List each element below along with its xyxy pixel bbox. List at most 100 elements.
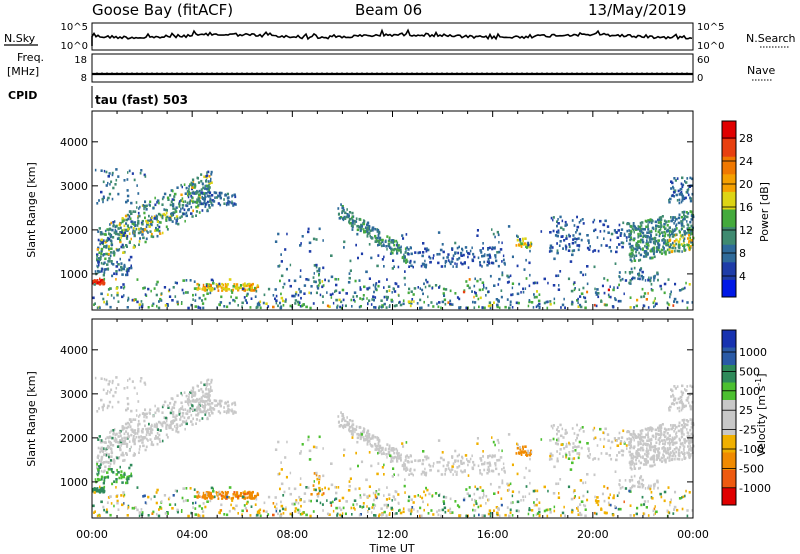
velocity-cell bbox=[626, 430, 629, 434]
power-cell bbox=[137, 211, 140, 215]
velocity-cell bbox=[111, 379, 114, 383]
power-cell bbox=[355, 217, 358, 220]
velocity-cell bbox=[366, 431, 369, 435]
velocity-cell bbox=[649, 427, 653, 431]
power-cell bbox=[193, 186, 196, 189]
power-cell bbox=[624, 271, 627, 274]
velocity-cell bbox=[102, 388, 105, 392]
power-cell bbox=[659, 232, 661, 235]
power-cell bbox=[145, 204, 148, 208]
power-cell bbox=[432, 254, 435, 257]
power-cell bbox=[97, 246, 100, 250]
power-cell bbox=[409, 246, 412, 249]
velocity-cell bbox=[130, 428, 133, 431]
power-cell bbox=[377, 233, 380, 236]
velocity-cell bbox=[146, 437, 148, 441]
velocity-cell bbox=[117, 435, 119, 438]
power-cell bbox=[478, 288, 482, 292]
velocity-cell bbox=[117, 471, 120, 474]
power-cell bbox=[184, 212, 186, 216]
power-cell bbox=[250, 297, 253, 300]
power-cell bbox=[201, 197, 204, 200]
power-cell bbox=[548, 250, 551, 253]
velocity-cell bbox=[650, 456, 653, 459]
power-cell bbox=[449, 289, 452, 293]
power-cell bbox=[140, 169, 143, 172]
power-cell bbox=[254, 286, 256, 290]
velocity-cell bbox=[299, 512, 303, 516]
power-cbar-tick-label: 4 bbox=[739, 270, 746, 283]
velocity-cell bbox=[212, 408, 216, 411]
power-cell bbox=[291, 294, 294, 298]
power-cell bbox=[688, 231, 691, 235]
power-cell bbox=[671, 230, 673, 234]
velocity-cell bbox=[489, 464, 492, 467]
power-cell bbox=[518, 282, 521, 286]
velocity-cell bbox=[383, 451, 385, 454]
velocity-cell bbox=[649, 487, 652, 491]
velocity-cell bbox=[208, 399, 212, 402]
power-cell bbox=[181, 185, 183, 189]
power-cell bbox=[689, 196, 691, 200]
power-cell bbox=[184, 192, 187, 195]
velocity-cell bbox=[199, 495, 201, 498]
velocity-cell bbox=[650, 457, 652, 461]
velocity-cell bbox=[550, 424, 553, 428]
power-cell bbox=[99, 279, 102, 283]
power-cell bbox=[115, 168, 118, 171]
velocity-cell bbox=[115, 473, 119, 476]
power-cell bbox=[538, 306, 541, 310]
power-cell bbox=[659, 284, 662, 288]
velocity-cell bbox=[671, 440, 674, 444]
velocity-cell bbox=[410, 510, 413, 513]
power-cell bbox=[532, 306, 535, 309]
velocity-cell bbox=[223, 406, 225, 409]
power-cell bbox=[380, 238, 383, 242]
velocity-cell bbox=[110, 468, 113, 471]
power-cell bbox=[181, 204, 185, 207]
power-cell bbox=[405, 258, 408, 262]
velocity-cell bbox=[249, 514, 252, 517]
velocity-cell bbox=[375, 446, 378, 450]
power-cell bbox=[651, 256, 654, 260]
velocity-cell bbox=[379, 450, 381, 453]
power-cell bbox=[119, 232, 123, 236]
power-cell bbox=[655, 233, 658, 236]
velocity-cell bbox=[630, 439, 632, 443]
velocity-cell bbox=[633, 438, 635, 442]
velocity-cell bbox=[639, 437, 641, 440]
velocity-cell bbox=[481, 473, 483, 476]
power-cell bbox=[555, 274, 558, 278]
power-cell bbox=[198, 296, 201, 300]
power-cell bbox=[494, 256, 497, 259]
velocity-cell bbox=[673, 403, 675, 406]
velocity-cell bbox=[103, 453, 106, 456]
velocity-cell bbox=[396, 454, 399, 457]
velocity-cell bbox=[202, 495, 205, 498]
power-cell bbox=[206, 288, 208, 292]
velocity-cell bbox=[236, 493, 239, 497]
velocity-cell bbox=[195, 418, 198, 421]
power-cell bbox=[560, 235, 563, 238]
velocity-cell bbox=[207, 392, 210, 396]
power-cell bbox=[343, 215, 346, 219]
power-cell bbox=[649, 256, 652, 260]
power-cell bbox=[676, 199, 679, 202]
power-cell bbox=[114, 228, 117, 232]
power-cell bbox=[114, 183, 117, 186]
velocity-cell bbox=[403, 467, 406, 471]
power-cell bbox=[502, 258, 505, 262]
velocity-cell bbox=[586, 490, 589, 494]
beam-title: Beam 06 bbox=[355, 1, 422, 19]
power-cell bbox=[485, 294, 487, 297]
power-cell bbox=[137, 220, 140, 223]
velocity-cell bbox=[398, 509, 400, 512]
power-cell bbox=[130, 266, 133, 270]
velocity-cell bbox=[153, 423, 156, 426]
velocity-cell bbox=[655, 447, 658, 451]
power-cell bbox=[672, 194, 674, 197]
velocity-cell bbox=[577, 513, 580, 516]
velocity-cell bbox=[223, 410, 226, 413]
velocity-cell bbox=[634, 462, 636, 466]
power-cell bbox=[691, 232, 694, 236]
